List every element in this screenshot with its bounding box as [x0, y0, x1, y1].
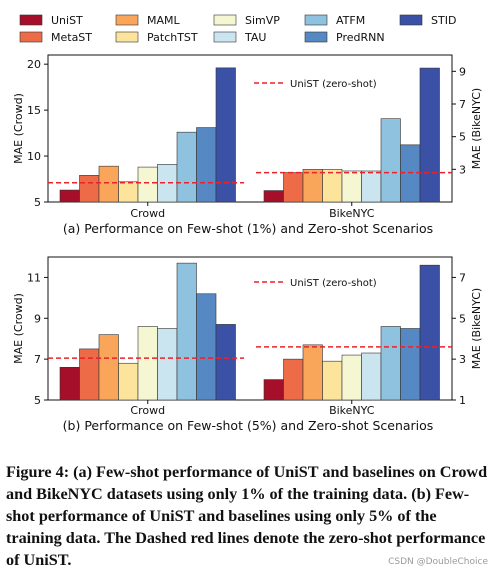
left-axis-label: MAE (Crowd) — [12, 93, 25, 164]
figure-caption: Figure 4: (a) Few-shot performance of Un… — [6, 463, 488, 569]
legend-item-stid: STID — [399, 14, 456, 27]
legend-swatch-metast — [19, 31, 43, 43]
legend-label-maml: MAML — [147, 14, 181, 27]
bar-crowd-predrnn — [196, 293, 217, 401]
right-tick-label: 5 — [459, 312, 466, 325]
bar-crowd-maml — [98, 165, 119, 203]
bar-crowd-atfm — [176, 131, 197, 203]
right-tick-label: 3 — [459, 163, 466, 176]
plot-frame — [47, 54, 453, 203]
right-tick-label: 7 — [459, 271, 466, 284]
bar-crowd-patchtst — [118, 362, 139, 401]
bar-crowd-unist — [59, 367, 80, 401]
right-tick-label: 1 — [459, 394, 466, 407]
bar-crowd-stid — [215, 324, 236, 401]
legend-item-maml: MAML — [115, 14, 181, 27]
watermark: CSDN @DoubleChoice — [388, 557, 488, 567]
legend-label-simvp: SimVP — [245, 14, 280, 27]
bar-bikenyc-unist — [263, 379, 284, 401]
bar-crowd-maml — [98, 334, 119, 401]
bar-bikenyc-predrnn — [400, 144, 421, 203]
zero-shot-legend-label: UniST (zero-shot) — [290, 79, 377, 90]
plot-frame — [47, 256, 453, 401]
bar-bikenyc-metast — [283, 358, 304, 401]
left-tick-label: 15 — [27, 104, 41, 117]
bar-bikenyc-metast — [283, 172, 304, 203]
legend-item-atfm: ATFM — [304, 14, 365, 27]
legend-swatch-stid — [399, 14, 423, 26]
panel-caption: (b) Performance on Few-shot (5%) and Zer… — [63, 418, 434, 433]
zero-shot-legend-label: UniST (zero-shot) — [290, 278, 377, 289]
panel-caption: (a) Performance on Few-shot (1%) and Zer… — [63, 221, 433, 236]
legend-label-stid: STID — [431, 14, 456, 27]
bar-crowd-stid — [215, 67, 236, 203]
bar-bikenyc-predrnn — [400, 328, 421, 401]
legend-swatch-predrnn — [304, 31, 328, 43]
x-tick-label-crowd: Crowd — [130, 207, 165, 220]
figure-chart-canvas: UniST MetaST MAML PatchTST SimVP TAU ATFM PredR… — [12, 14, 483, 433]
bar-crowd-predrnn — [196, 127, 217, 203]
bar-bikenyc-patchtst — [322, 169, 343, 203]
legend-label-patchtst: PatchTST — [147, 31, 198, 44]
bar-bikenyc-maml — [302, 169, 323, 203]
legend-label-tau: TAU — [244, 31, 266, 44]
left-axis-label: MAE (Crowd) — [12, 293, 25, 364]
bar-crowd-metast — [79, 175, 100, 203]
legend-item-simvp: SimVP — [213, 14, 280, 27]
bar-crowd-unist — [59, 189, 80, 203]
bar-bikenyc-maml — [302, 344, 323, 401]
bar-bikenyc-atfm — [380, 326, 401, 401]
bar-bikenyc-patchtst — [322, 360, 343, 401]
bar-crowd-simvp — [137, 166, 158, 203]
bar-bikenyc-unist — [263, 190, 284, 203]
legend-label-unist: UniST — [51, 14, 83, 27]
legend-item-tau: TAU — [213, 31, 266, 44]
bar-bikenyc-stid — [419, 67, 440, 203]
legend-swatch-simvp — [213, 14, 237, 26]
bar-crowd-tau — [157, 328, 178, 401]
legend-swatch-maml — [115, 14, 139, 26]
x-tick-label-bikenyc: BikeNYC — [329, 207, 375, 220]
x-tick-label-bikenyc: BikeNYC — [329, 404, 375, 417]
bar-crowd-atfm — [176, 262, 197, 401]
bar-crowd-simvp — [137, 326, 158, 401]
right-tick-label: 9 — [459, 65, 466, 78]
legend-item-patchtst: PatchTST — [115, 31, 198, 44]
right-tick-label: 7 — [459, 98, 466, 111]
left-tick-label: 11 — [27, 271, 41, 284]
x-tick-label-crowd: Crowd — [130, 404, 165, 417]
bar-bikenyc-stid — [419, 264, 440, 401]
legend-swatch-atfm — [304, 14, 328, 26]
right-axis-label: MAE (BikeNYC) — [470, 88, 483, 169]
right-axis-label: MAE (BikeNYC) — [470, 288, 483, 369]
legend-label-predrnn: PredRNN — [336, 31, 385, 44]
bar-bikenyc-tau — [361, 170, 382, 203]
left-tick-label: 10 — [27, 150, 41, 163]
legend-label-atfm: ATFM — [336, 14, 365, 27]
right-tick-label: 5 — [459, 131, 466, 144]
right-tick-label: 3 — [459, 353, 466, 366]
legend-item-unist: UniST — [19, 14, 83, 27]
legend-item-metast: MetaST — [19, 31, 92, 44]
left-tick-label: 5 — [34, 196, 41, 209]
bar-bikenyc-simvp — [341, 170, 362, 203]
legend-label-metast: MetaST — [51, 31, 92, 44]
bar-bikenyc-simvp — [341, 354, 362, 401]
bar-bikenyc-atfm — [380, 118, 401, 203]
legend-item-predrnn: PredRNN — [304, 31, 385, 44]
left-tick-label: 9 — [34, 312, 41, 325]
legend-swatch-patchtst — [115, 31, 139, 43]
bar-crowd-patchtst — [118, 181, 139, 203]
left-tick-label: 20 — [27, 58, 41, 71]
left-tick-label: 5 — [34, 394, 41, 407]
left-tick-label: 7 — [34, 353, 41, 366]
legend-swatch-tau — [213, 31, 237, 43]
panel-a: 5 10 15 20 3 5 7 9 MAE (Crowd) MAE (BikeNYC) Crowd… — [12, 54, 483, 236]
legend-swatch-unist — [19, 14, 43, 26]
bar-crowd-metast — [79, 348, 100, 401]
bar-bikenyc-tau — [361, 352, 382, 401]
